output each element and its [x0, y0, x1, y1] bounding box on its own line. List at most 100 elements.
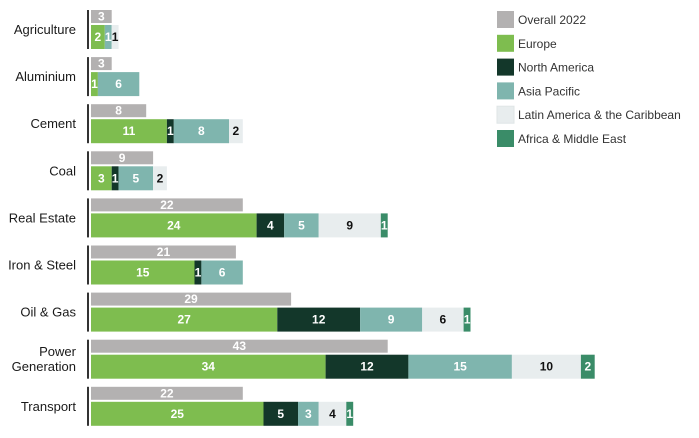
- segment-value-label: 2: [233, 124, 240, 138]
- segment-value-label: 4: [329, 407, 336, 421]
- bar-segment-asia-pacific: [284, 213, 319, 238]
- segment-value-label: 5: [277, 407, 284, 421]
- legend-label: Asia Pacific: [518, 84, 580, 98]
- bar-segment-europe: [91, 260, 195, 285]
- legend: Overall 2022 Europe North America Asia Paci…: [496, 11, 681, 147]
- legend-item-asia-pacific: Asia Pacific: [497, 82, 580, 100]
- legend-item-latin-america-the-caribbean: Latin America & the Caribbean: [496, 105, 681, 124]
- overall-value-label: 3: [98, 10, 105, 24]
- bar-segment-asia-pacific: [360, 307, 423, 332]
- overall-bar: [91, 292, 292, 306]
- category-label: Cement: [30, 116, 76, 131]
- category-group-transport: Transport 22 25 5 3 4 1: [21, 386, 354, 426]
- segment-value-label: 2: [584, 360, 591, 374]
- bar-segment-africa-middle-east: [380, 213, 388, 238]
- legend-label: Overall 2022: [518, 13, 586, 27]
- bar-segment-north-america: [111, 166, 119, 191]
- legend-label: North America: [518, 61, 594, 75]
- bar-segment-north-america: [325, 354, 409, 379]
- bar-segment-africa-middle-east: [463, 307, 471, 332]
- bar-segment-africa-middle-east: [346, 401, 354, 426]
- segment-value-label: 6: [219, 266, 226, 280]
- overall-value-label: 3: [98, 57, 105, 71]
- category-label: Aluminium: [15, 69, 76, 84]
- segment-value-label: 11: [123, 124, 136, 138]
- segment-value-label: 24: [167, 218, 181, 232]
- bar-segment-north-america: [256, 213, 285, 238]
- overall-value-label: 22: [160, 198, 174, 212]
- segment-value-label: 3: [305, 407, 312, 421]
- bar-segment-latin-america-the-caribbean: [153, 166, 167, 191]
- segment-value-label: 1: [105, 30, 112, 44]
- category-label: Coal: [49, 163, 76, 178]
- category-label: Oil & Gas: [20, 305, 76, 320]
- overall-bar: [91, 245, 236, 259]
- segment-value-label: 1: [464, 313, 471, 327]
- segment-value-label: 27: [177, 313, 191, 327]
- bar-segment-asia-pacific: [118, 166, 154, 191]
- segment-value-label: 1: [91, 77, 98, 91]
- overall-value-label: 21: [157, 245, 171, 259]
- segment-value-label: 5: [133, 171, 140, 185]
- category-label: Generation: [12, 359, 76, 374]
- segment-value-label: 1: [381, 218, 388, 232]
- segment-value-label: 9: [388, 313, 395, 327]
- bar-segment-asia-pacific: [298, 401, 319, 426]
- legend-swatch: [497, 11, 514, 28]
- bar-segment-europe: [91, 307, 278, 332]
- category-label: Power: [39, 344, 77, 359]
- bar-segment-latin-america-the-caribbean: [229, 119, 243, 144]
- bar-segment-north-america: [194, 260, 202, 285]
- category-group-aluminium: Aluminium 31 6: [15, 57, 140, 97]
- segment-value-label: 12: [360, 360, 374, 374]
- legend-swatch: [496, 105, 515, 124]
- legend-label: Europe: [518, 37, 557, 51]
- overall-bar: [91, 10, 112, 23]
- category-label: Iron & Steel: [8, 258, 76, 273]
- legend-item-europe: Europe: [497, 34, 557, 52]
- bar-segment-north-america: [277, 307, 361, 332]
- category-divider: [87, 292, 89, 332]
- bar-segment-asia-pacific: [201, 260, 243, 285]
- category-divider: [87, 386, 89, 426]
- bar-segment-north-america: [166, 119, 174, 144]
- segment-value-label: 25: [171, 407, 185, 421]
- segment-value-label: 1: [112, 171, 119, 185]
- segment-value-label: 15: [453, 360, 467, 374]
- segment-value-label: 1: [346, 407, 353, 421]
- legend-swatch: [497, 130, 514, 147]
- segment-value-label: 5: [298, 218, 305, 232]
- segment-value-label: 2: [157, 171, 164, 185]
- overall-bar: [91, 151, 154, 165]
- bar-segment-latin-america-the-caribbean: [318, 401, 347, 426]
- legend-label: Africa & Middle East: [518, 132, 627, 146]
- segment-value-label: 10: [540, 360, 554, 374]
- segment-value-label: 6: [115, 77, 122, 91]
- bar-segment-europe: [91, 72, 98, 97]
- category-label: Agriculture: [14, 22, 76, 37]
- legend-label: Latin America & the Caribbean: [518, 108, 681, 122]
- overall-bar: [91, 339, 388, 353]
- legend-item-overall-2022: Overall 2022: [497, 11, 586, 28]
- segment-value-label: 9: [346, 218, 353, 232]
- segment-value-label: 34: [202, 360, 216, 374]
- bar-segment-europe: [91, 119, 167, 144]
- segment-value-label: 3: [98, 171, 105, 185]
- segment-value-label: 6: [440, 313, 447, 327]
- category-group-iron-steel: Iron & Steel 21 15 1 6: [8, 245, 243, 285]
- overall-bar: [91, 57, 112, 71]
- category-divider: [87, 245, 89, 285]
- category-divider: [87, 10, 89, 49]
- category-label: Transport: [21, 399, 77, 414]
- bar-segment-latin-america-the-caribbean: [422, 307, 464, 332]
- bar-segment-asia-pacific: [408, 354, 512, 379]
- bar-segment-asia-pacific: [97, 72, 140, 97]
- segment-value-label: 15: [136, 266, 150, 280]
- legend-swatch: [497, 58, 514, 76]
- bar-segment-europe: [91, 401, 264, 426]
- bar-segment-africa-middle-east: [580, 354, 595, 379]
